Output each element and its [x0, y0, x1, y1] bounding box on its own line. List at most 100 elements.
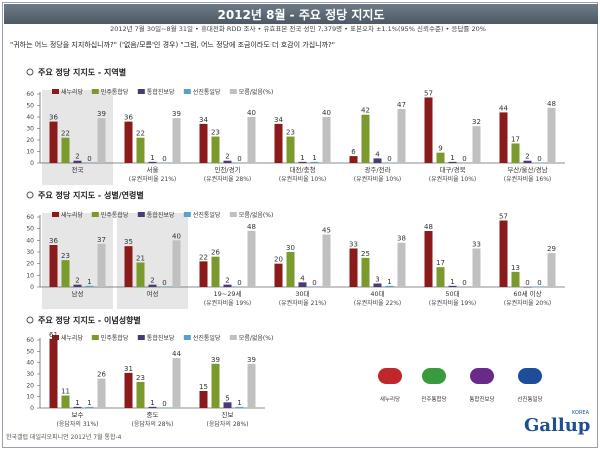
legend-label: 새누리당 — [61, 334, 84, 342]
legend-label: 선진통일당 — [193, 334, 221, 342]
category-sublabel: (응답자의 28%) — [206, 420, 248, 428]
logo-saenuri: 새누리당 — [370, 364, 410, 414]
bar — [136, 137, 145, 163]
bar — [547, 253, 556, 287]
y-tick-label: 60 — [26, 214, 34, 221]
bar — [97, 378, 106, 408]
bar — [247, 231, 256, 287]
bar — [499, 112, 508, 163]
legend-label: 통합진보당 — [147, 334, 175, 342]
bar — [397, 108, 406, 163]
logo-minju: 민주통합당 — [414, 364, 454, 414]
category-label: 여성 — [147, 289, 159, 298]
bar — [148, 284, 157, 287]
bar — [199, 261, 208, 287]
logo-seonjin-label: 선진통일당 — [517, 397, 543, 403]
category-sublabel: (유권자비율 21%) — [279, 299, 327, 307]
data-label: 0 — [312, 279, 316, 287]
bar — [124, 372, 133, 408]
bar — [136, 381, 145, 408]
data-label: 1 — [87, 399, 91, 407]
bar — [535, 287, 544, 288]
bar — [235, 287, 244, 288]
footer-note: 한국갤럽 데일리오피니언 2012년 7월 통합-4 — [6, 434, 122, 441]
data-label: 57 — [499, 213, 508, 221]
data-label: 30 — [286, 244, 295, 252]
data-label: 21 — [136, 255, 145, 263]
category-sublabel: (유권자비율 21%) — [129, 175, 177, 183]
legend-swatch — [52, 335, 59, 340]
category-label: 50대 — [445, 290, 459, 298]
category-label: 인천/경기 — [214, 165, 240, 174]
data-label: 31 — [124, 365, 133, 373]
legend-label: 민주통합당 — [101, 88, 129, 96]
category-label: 대전/충청 — [289, 165, 315, 174]
data-label: 1 — [87, 278, 91, 286]
bar — [61, 395, 70, 408]
data-label: 2 — [225, 277, 229, 285]
data-label: 45 — [322, 227, 331, 235]
legend-swatch — [137, 335, 145, 340]
bar — [211, 363, 220, 408]
y-tick-label: 30 — [26, 371, 34, 378]
category-sublabel: (유권자비율 22%) — [354, 299, 402, 307]
bar — [223, 284, 232, 287]
data-label: 1 — [387, 278, 391, 286]
data-label: 22 — [61, 130, 70, 138]
bar — [523, 160, 532, 163]
section-title: 주요 정당 지지도 - 지역별 — [38, 67, 126, 77]
category-label: 30대 — [295, 290, 309, 298]
category-label: 전국 — [72, 165, 84, 174]
logo-minju-label: 민주통합당 — [421, 397, 447, 403]
legend-swatch — [229, 89, 237, 94]
category-sublabel: (응답자의 28%) — [131, 420, 173, 428]
y-tick-label: 10 — [26, 394, 34, 401]
data-label: 17 — [436, 259, 445, 267]
bar — [160, 163, 169, 164]
logo-tonghap: 통합진보당 — [462, 364, 502, 414]
saenuri-logo-icon — [378, 368, 402, 384]
legend-swatch — [137, 212, 145, 217]
y-tick-label: 30 — [26, 126, 34, 133]
data-label: 1 — [312, 154, 316, 162]
bar — [211, 256, 220, 287]
legend-swatch — [91, 212, 99, 217]
party-logos: 새누리당 민주통합당 통합진보당 선진통일당 — [370, 364, 560, 420]
data-label: 20 — [274, 256, 283, 264]
logo-seonjin: 선진통일당 — [510, 364, 550, 414]
category-sublabel: (유권자비율 28%) — [204, 175, 252, 183]
data-label: 39 — [211, 356, 220, 364]
bar — [472, 248, 481, 287]
legend-swatch — [137, 89, 145, 94]
data-label: 0 — [162, 279, 166, 287]
bar — [85, 163, 94, 164]
logo-saenuri-label: 새누리당 — [379, 397, 401, 403]
bar — [148, 406, 157, 408]
header-bar: 2012년 8월 - 주요 정당 지지도 — [4, 4, 598, 24]
data-label: 40 — [322, 109, 331, 117]
section-bullet-icon — [26, 68, 34, 76]
bar — [61, 137, 70, 163]
data-label: 2 — [525, 153, 529, 161]
y-tick-label: 40 — [26, 114, 34, 121]
bar — [298, 161, 307, 163]
bar — [49, 245, 58, 287]
data-label: 0 — [462, 155, 466, 163]
bar — [310, 287, 319, 288]
bar — [97, 243, 106, 287]
bar — [85, 285, 94, 287]
category-label: 중도 — [147, 411, 159, 419]
data-label: 36 — [124, 114, 133, 122]
data-label: 23 — [286, 129, 295, 137]
legend-label: 새누리당 — [61, 211, 84, 219]
category-sublabel: (유권자비율 16%) — [504, 175, 552, 183]
data-label: 6 — [351, 148, 356, 156]
bar — [373, 283, 382, 287]
y-tick-label: 20 — [26, 382, 34, 389]
bar — [49, 121, 58, 163]
data-label: 39 — [172, 110, 181, 118]
data-label: 0 — [162, 400, 166, 408]
logo-tonghap-label: 통합진보당 — [469, 397, 495, 403]
bar — [124, 246, 133, 287]
